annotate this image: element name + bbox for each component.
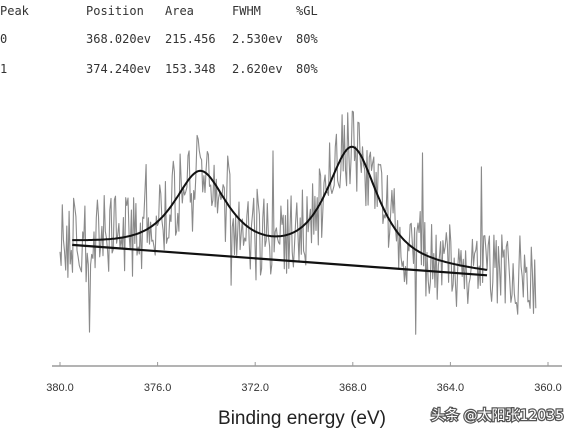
peak-table-header-fwhm: FWHM <box>232 4 261 18</box>
peak-row-1-fwhm: 2.620ev <box>232 62 283 76</box>
x-tick-label: 364.0 <box>437 382 465 394</box>
peak-row-0-id: 0 <box>0 32 7 46</box>
fit-envelope-line <box>72 145 488 271</box>
peak-table-header-area: Area <box>165 4 194 18</box>
peak-table: Peak Position Area FWHM %GL 0 368.020ev … <box>0 4 318 76</box>
raw-spectrum-layer <box>59 110 537 335</box>
x-tick-label: 372.0 <box>241 382 269 394</box>
peak-row-0-fwhm: 2.530ev <box>232 32 283 46</box>
baseline-line <box>72 243 488 277</box>
peak-row-1-gl: 80% <box>296 62 318 76</box>
peak-row-0-area: 215.456 <box>165 32 216 46</box>
x-tick-label: 380.0 <box>46 382 74 394</box>
x-tick-label: 360.0 <box>534 382 562 394</box>
peak-table-header-gl: %GL <box>296 4 318 18</box>
peak-row-1-area: 153.348 <box>165 62 216 76</box>
x-axis: 380.0 376.0 372.0 368.0 364.0 360.0 <box>46 362 562 394</box>
x-tick-label: 376.0 <box>144 382 172 394</box>
x-axis-title: Binding energy (eV) <box>218 408 386 429</box>
x-tick-label: 368.0 <box>339 382 367 394</box>
peak-row-0-position: 368.020ev <box>86 32 151 46</box>
peak-table-header-peak: Peak <box>0 4 30 18</box>
fit-layer <box>72 145 488 277</box>
watermark: 头条 @太阳张12035 <box>430 406 565 425</box>
raw-spectrum-line <box>59 110 537 335</box>
peak-row-1-position: 374.240ev <box>86 62 151 76</box>
watermark-text: 头条 @太阳张12035 <box>431 407 564 424</box>
peak-row-0-gl: 80% <box>296 32 318 46</box>
peak-row-1-id: 1 <box>0 62 7 76</box>
peak-table-header-position: Position <box>86 4 144 18</box>
